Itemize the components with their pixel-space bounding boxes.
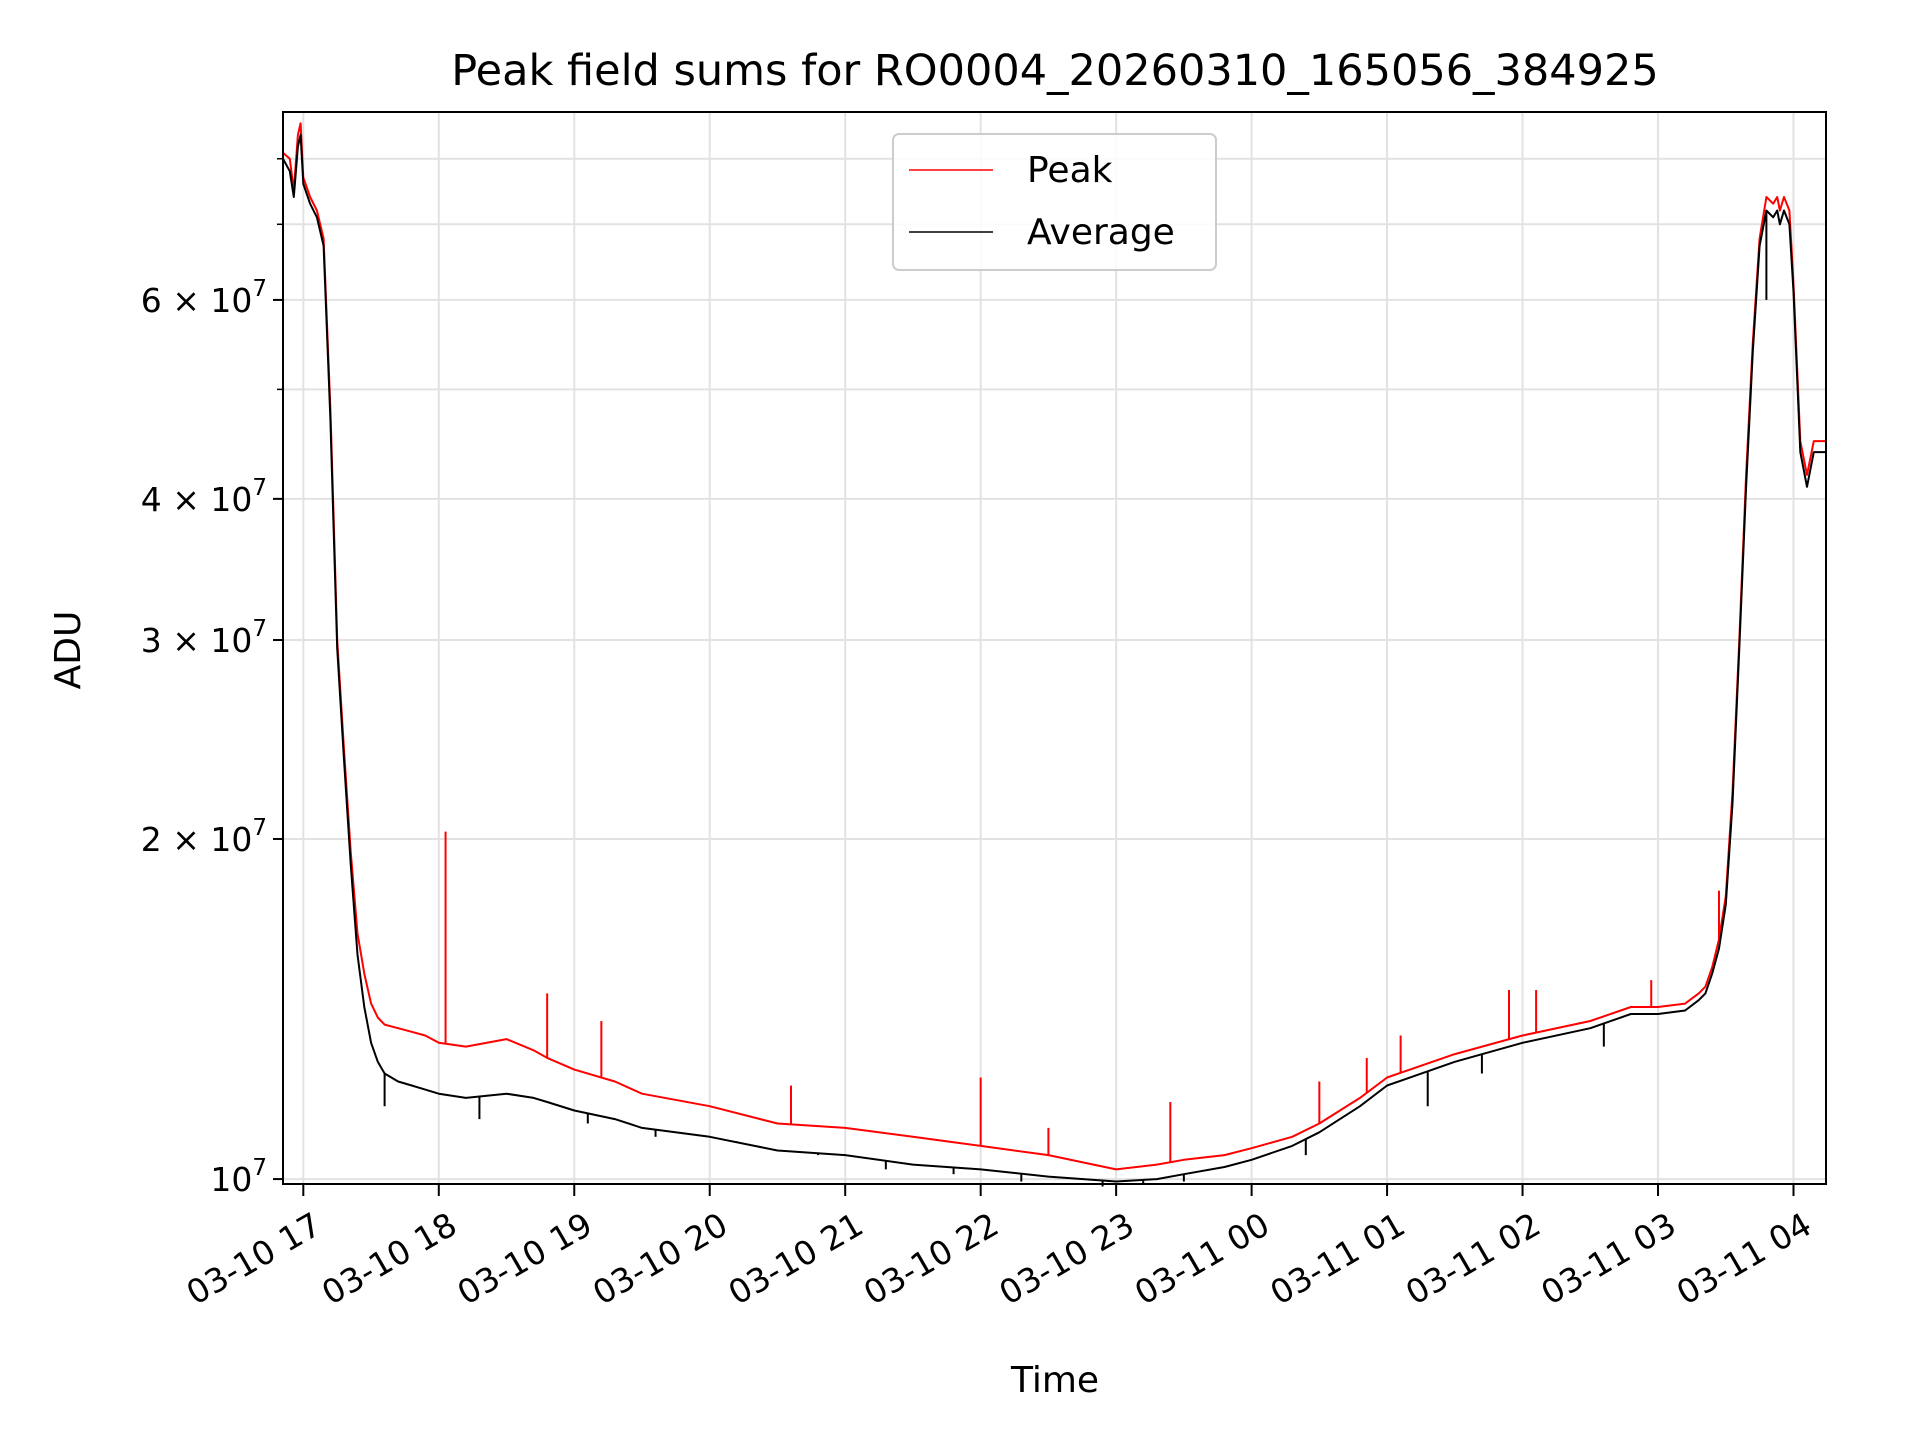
y-tick-label-exponent: 7: [252, 276, 267, 302]
legend-box: [892, 133, 1217, 271]
y-tick-label-exponent: 7: [252, 616, 267, 642]
y-tick-label-exponent: 7: [252, 815, 267, 841]
y-tick-label-exponent: 7: [252, 475, 267, 501]
legend-label-peak: Peak: [1027, 150, 1113, 191]
y-tick-label: 3 × 107: [141, 616, 267, 660]
y-tick-label-base: 3 × 10: [141, 621, 253, 660]
y-tick-label: 6 × 107: [141, 276, 267, 320]
y-tick-label-base: 2 × 10: [141, 820, 253, 859]
y-tick-label: 4 × 107: [141, 475, 267, 519]
y-tick-label: 107: [210, 1155, 267, 1199]
y-tick-label-base: 10: [210, 1160, 252, 1199]
series-line-average: [282, 133, 1826, 1183]
y-tick-label: 2 × 107: [141, 815, 267, 859]
y-axis-label: ADU: [48, 611, 89, 690]
y-tick-label-base: 4 × 10: [141, 480, 253, 519]
series-average: [282, 133, 1826, 1187]
x-axis-label: Time: [1010, 1360, 1099, 1401]
y-tick-label-exponent: 7: [252, 1155, 267, 1181]
y-tick-label-base: 6 × 10: [141, 281, 253, 320]
plot-frame: [282, 111, 1827, 1185]
chart-title: Peak field sums for RO0004_20260310_1650…: [451, 46, 1658, 96]
legend: Peak Average: [892, 133, 1217, 271]
legend-label-average: Average: [1027, 212, 1175, 253]
series-layer: [282, 122, 1826, 1187]
